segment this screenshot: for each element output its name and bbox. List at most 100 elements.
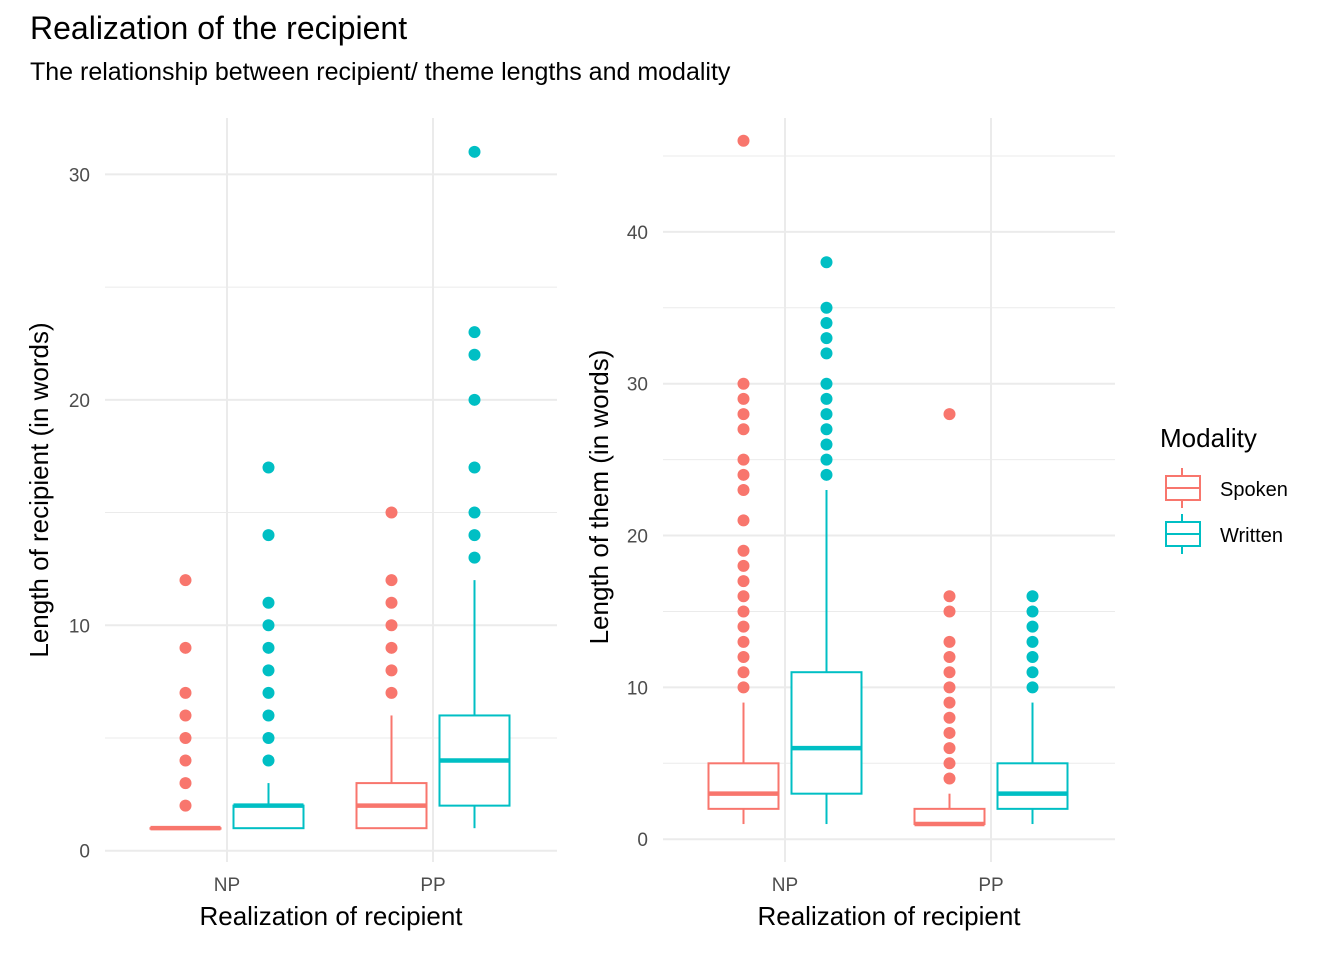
outlier-point: [737, 605, 750, 618]
y-tick-label: 10: [69, 616, 90, 637]
chart-title: Realization of the recipient: [30, 10, 408, 46]
outlier-point: [737, 514, 750, 527]
outlier-point: [943, 742, 956, 755]
boxplot-spoken-np: [149, 574, 222, 831]
outlier-point: [468, 461, 481, 474]
outlier-point: [385, 596, 398, 609]
outlier-point: [262, 596, 275, 609]
outlier-point: [820, 453, 833, 466]
outlier-point: [737, 666, 750, 679]
outlier-point: [468, 348, 481, 361]
outlier-point: [1026, 651, 1039, 664]
outlier-point: [943, 696, 956, 709]
outlier-point: [943, 635, 956, 648]
outlier-point: [385, 641, 398, 654]
outlier-point: [1026, 605, 1039, 618]
outlier-point: [737, 575, 750, 588]
outlier-point: [820, 347, 833, 360]
outlier-point: [943, 590, 956, 603]
outlier-point: [468, 393, 481, 406]
outlier-point: [737, 620, 750, 633]
outlier-point: [737, 484, 750, 496]
outlier-point: [179, 732, 192, 744]
outlier-point: [737, 651, 750, 664]
outlier-point: [820, 438, 833, 451]
outlier-point: [737, 134, 750, 147]
legend-label-spoken: Spoken: [1220, 479, 1288, 501]
outlier-point: [179, 799, 192, 812]
box: [707, 762, 780, 810]
boxplot-spoken-pp: [355, 506, 428, 830]
outlier-point: [820, 377, 833, 390]
outlier-point: [468, 551, 481, 564]
outlier-point: [820, 423, 833, 436]
outlier-point: [943, 408, 956, 421]
outlier-point: [820, 468, 833, 481]
chart-subtitle: The relationship between recipient/ them…: [30, 58, 731, 86]
legend-key-written: [1165, 514, 1201, 554]
outlier-point: [943, 726, 956, 739]
outlier-point: [737, 423, 750, 436]
box: [232, 804, 305, 830]
outlier-point: [1026, 620, 1039, 633]
panel-theme-length: 0 10 20 30 40 NP PP Realization of recipient Len…: [584, 118, 1115, 931]
outlier-point: [385, 686, 398, 699]
outlier-point: [179, 777, 192, 790]
outlier-point: [737, 453, 750, 466]
outlier-point: [468, 326, 481, 339]
boxplot-written-pp: [438, 145, 511, 829]
boxplot-spoken-np: [707, 134, 780, 825]
y-tick-label: 20: [627, 527, 648, 548]
outlier-point: [820, 301, 833, 314]
legend-title: Modality: [1160, 423, 1257, 453]
y-axis-label: Length of them (in words): [584, 350, 614, 645]
x-tick-label: PP: [420, 875, 445, 896]
legend: Modality Spoken Written: [1160, 423, 1288, 554]
legend-label-written: Written: [1220, 525, 1283, 547]
outlier-point: [737, 392, 750, 405]
outlier-point: [943, 605, 956, 618]
outlier-point: [820, 332, 833, 345]
outlier-point: [943, 757, 956, 770]
outlier-point: [179, 641, 192, 654]
y-tick-label: 0: [637, 830, 648, 851]
x-axis-label: Realization of recipient: [199, 901, 463, 931]
outlier-point: [943, 681, 956, 694]
outlier-point: [385, 619, 398, 632]
outlier-point: [179, 754, 192, 767]
legend-key-spoken: [1165, 468, 1201, 508]
outlier-point: [262, 461, 275, 474]
outlier-point: [1026, 635, 1039, 648]
y-tick-label: 20: [69, 391, 90, 412]
outlier-point: [262, 619, 275, 632]
outlier-point: [943, 666, 956, 679]
y-tick-label: 30: [69, 165, 90, 186]
x-axis-label: Realization of recipient: [757, 901, 1021, 931]
outlier-point: [262, 664, 275, 677]
outlier-point: [468, 506, 481, 519]
outlier-point: [943, 711, 956, 724]
outlier-point: [385, 664, 398, 677]
x-tick-label: PP: [978, 875, 1003, 896]
outlier-point: [737, 377, 750, 390]
outlier-point: [943, 772, 956, 785]
panel-recipient-length: 0 10 20 30 NP PP Realization of recipient Lengt…: [24, 118, 557, 931]
outlier-point: [737, 681, 750, 694]
y-tick-label: 30: [627, 375, 648, 396]
outlier-point: [1026, 681, 1039, 694]
box: [790, 671, 863, 795]
box: [913, 807, 986, 826]
outlier-point: [820, 316, 833, 329]
outlier-point: [262, 641, 275, 654]
boxplot-written-np: [232, 461, 305, 830]
y-tick-label: 0: [79, 842, 90, 863]
outlier-point: [385, 574, 398, 587]
outlier-point: [737, 635, 750, 648]
boxplot-written-np: [790, 256, 863, 825]
x-tick-label: NP: [214, 875, 240, 896]
outlier-point: [262, 754, 275, 767]
outlier-point: [737, 559, 750, 572]
outlier-point: [179, 574, 192, 587]
y-tick-label: 40: [627, 223, 648, 244]
